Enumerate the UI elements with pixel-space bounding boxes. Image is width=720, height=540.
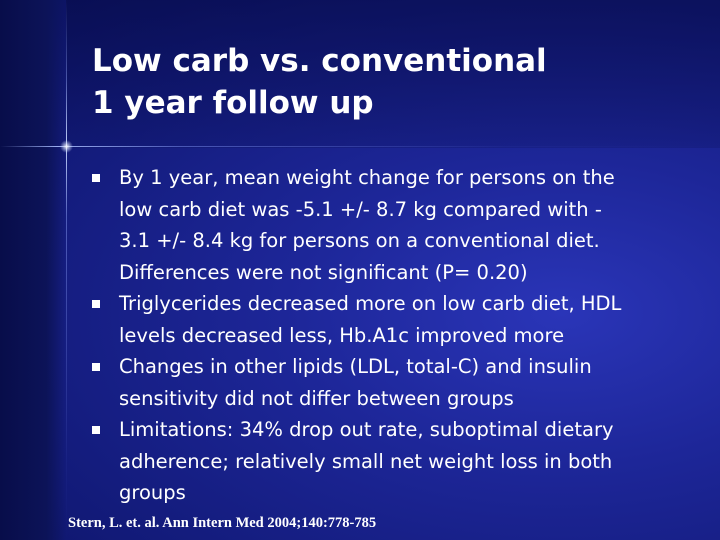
bullet-line: Limitations: 34% drop out rate, suboptim… [119, 418, 614, 441]
bullet-line: levels decreased less, Hb.A1c improved m… [119, 323, 565, 347]
bullet-line: Changes in other lipids (LDL, total-C) a… [119, 355, 592, 378]
title-band [66, 0, 720, 148]
bullet-text: Changes in other lipids (LDL, total-C) a… [119, 351, 692, 414]
bullet-line: Differences were not significant (P= 0.2… [119, 260, 528, 284]
bullet-text: By 1 year, mean weight change for person… [119, 162, 692, 288]
bullet-item-other-lipids: Changes in other lipids (LDL, total-C) a… [92, 351, 692, 414]
bullet-line: groups [119, 481, 186, 504]
bullet-line: adherence; relatively small net weight l… [119, 449, 613, 473]
bullet-line: sensitivity did not differ between group… [119, 386, 514, 410]
title-line-1: Low carb vs. conventional [92, 43, 547, 79]
vertical-accent-line [66, 0, 67, 540]
bullet-list: By 1 year, mean weight change for person… [92, 162, 692, 509]
square-bullet-icon [92, 300, 100, 308]
square-bullet-icon [92, 174, 100, 182]
title-line-2: 1 year follow up [92, 85, 374, 121]
citation: Stern, L. et. al. Ann Intern Med 2004;14… [68, 515, 377, 531]
bullet-line: 3.1 +/- 8.4 kg for persons on a conventi… [119, 229, 600, 252]
bullet-item-limitations: Limitations: 34% drop out rate, suboptim… [92, 414, 692, 509]
square-bullet-icon [92, 363, 100, 371]
bullet-text: Limitations: 34% drop out rate, suboptim… [119, 414, 692, 509]
bullet-text: Triglycerides decreased more on low carb… [119, 288, 692, 351]
bullet-item-weight-change: By 1 year, mean weight change for person… [92, 162, 692, 288]
left-accent-band [0, 0, 66, 540]
bullet-line: low carb diet was -5.1 +/- 8.7 kg compar… [119, 197, 602, 221]
bullet-item-triglycerides: Triglycerides decreased more on low carb… [92, 288, 692, 351]
sparkle-icon [60, 140, 73, 153]
square-bullet-icon [92, 426, 100, 434]
horizontal-accent-line [0, 146, 720, 147]
bullet-line: By 1 year, mean weight change for person… [119, 166, 615, 189]
slide-title: Low carb vs. conventional 1 year follow … [92, 40, 692, 124]
bullet-line: Triglycerides decreased more on low carb… [119, 292, 622, 315]
